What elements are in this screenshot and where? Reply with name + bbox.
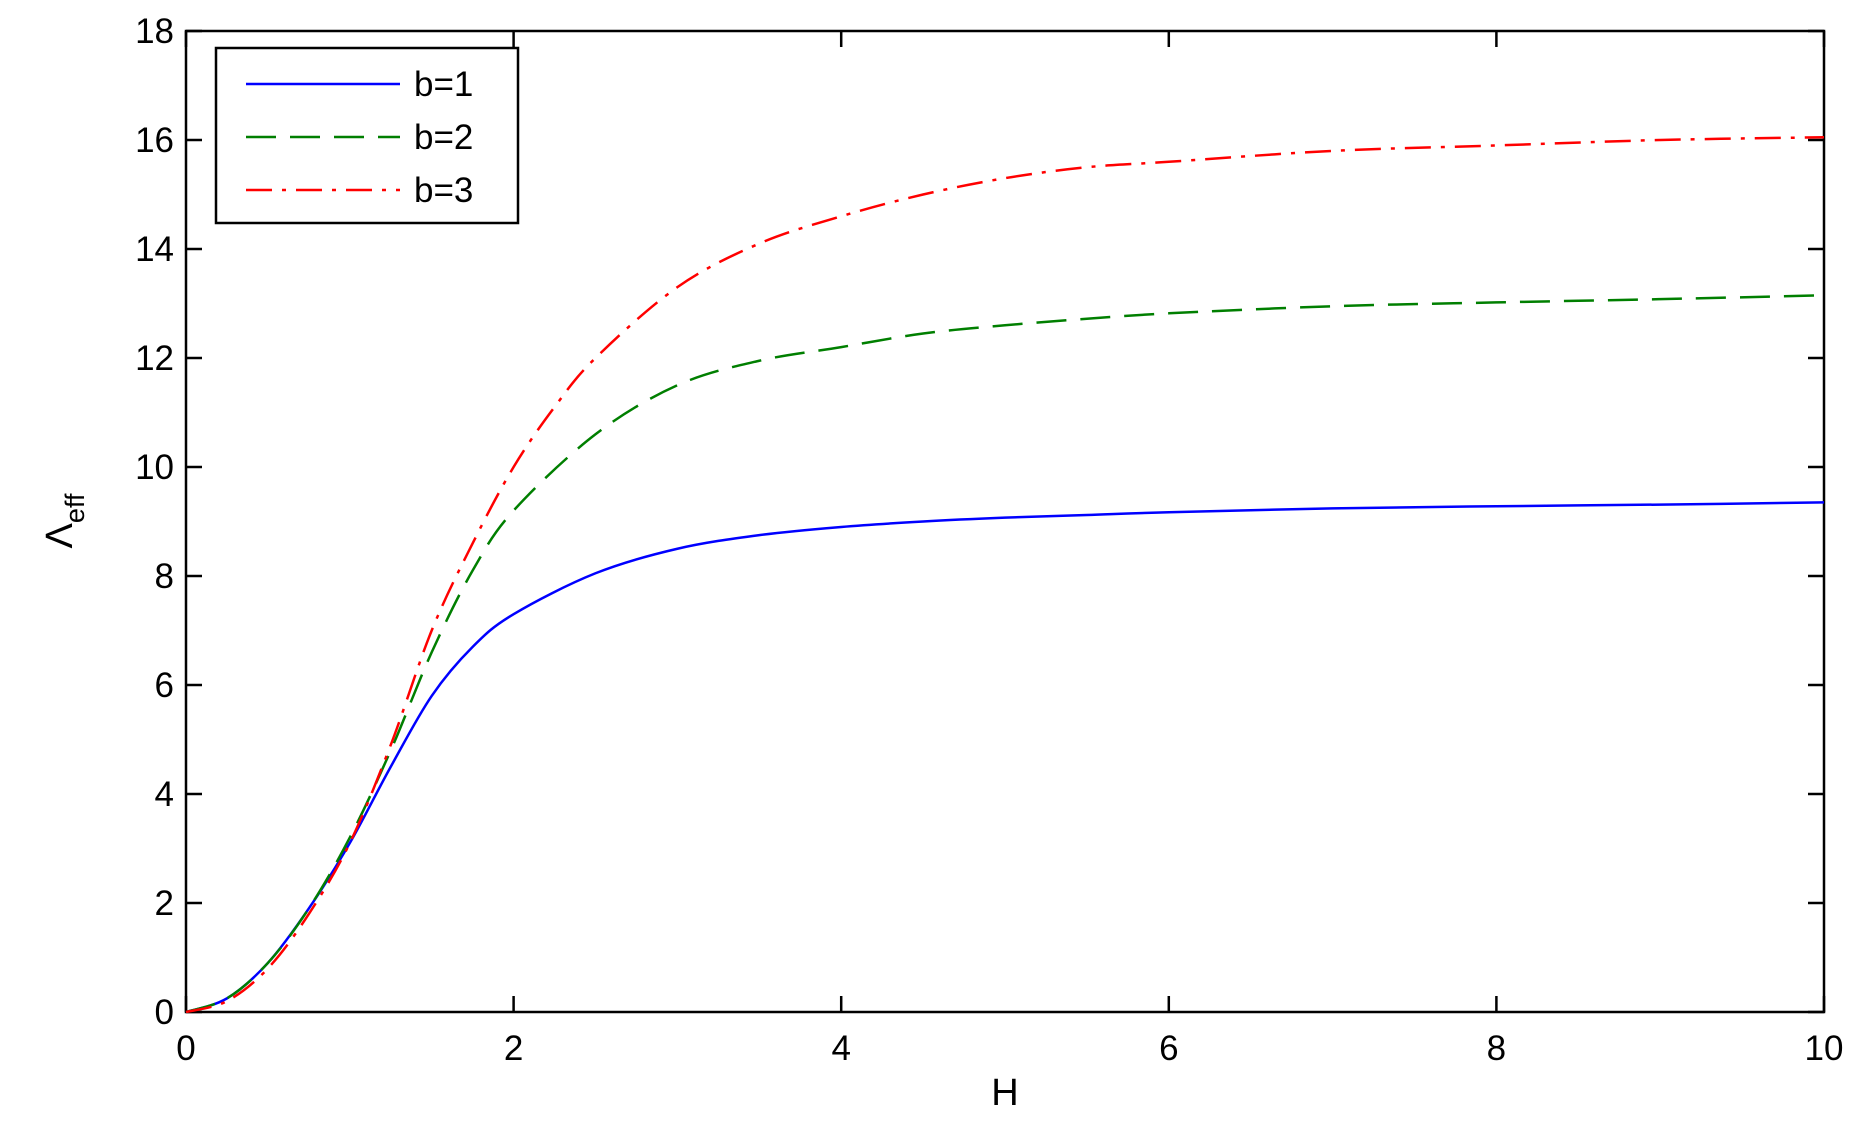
y-tick-label: 0 <box>155 993 174 1032</box>
series-line-1 <box>185 501 1825 1014</box>
legend: b=1 b=2 b=3 <box>214 46 520 225</box>
x-axis-ticks: 0 2 4 6 8 10 <box>176 31 1843 1068</box>
y-tick-label: 4 <box>155 775 174 814</box>
y-tick-label: 12 <box>135 339 174 378</box>
y-tick-label: 2 <box>155 884 174 923</box>
series-line-3 <box>185 136 1825 1014</box>
series-lines <box>185 136 1825 1014</box>
y-axis-label: Λeff <box>39 493 90 548</box>
series-line-2 <box>185 294 1825 1014</box>
y-axis-ticks: 0 2 4 6 8 10 12 14 16 18 <box>135 12 1824 1032</box>
y-tick-label: 16 <box>135 121 174 160</box>
y-tick-label: 10 <box>135 448 174 487</box>
y-tick-label: 14 <box>135 230 174 269</box>
x-tick-label: 10 <box>1805 1029 1844 1068</box>
y-tick-label: 18 <box>135 12 174 51</box>
x-tick-label: 4 <box>831 1029 850 1068</box>
y-tick-label: 6 <box>155 666 174 705</box>
y-tick-label: 8 <box>155 557 174 596</box>
legend-label-2: b=2 <box>414 118 473 157</box>
x-tick-label: 6 <box>1159 1029 1178 1068</box>
x-axis-label: H <box>991 1072 1018 1114</box>
legend-label-1: b=1 <box>414 65 473 104</box>
y-axis-label-subscript: eff <box>60 493 90 523</box>
legend-label-3: b=3 <box>414 171 473 210</box>
x-tick-label: 2 <box>504 1029 523 1068</box>
x-tick-label: 8 <box>1487 1029 1506 1068</box>
y-axis-label-main: Λ <box>39 522 81 548</box>
legend-box <box>214 46 520 225</box>
x-tick-label: 0 <box>176 1029 195 1068</box>
